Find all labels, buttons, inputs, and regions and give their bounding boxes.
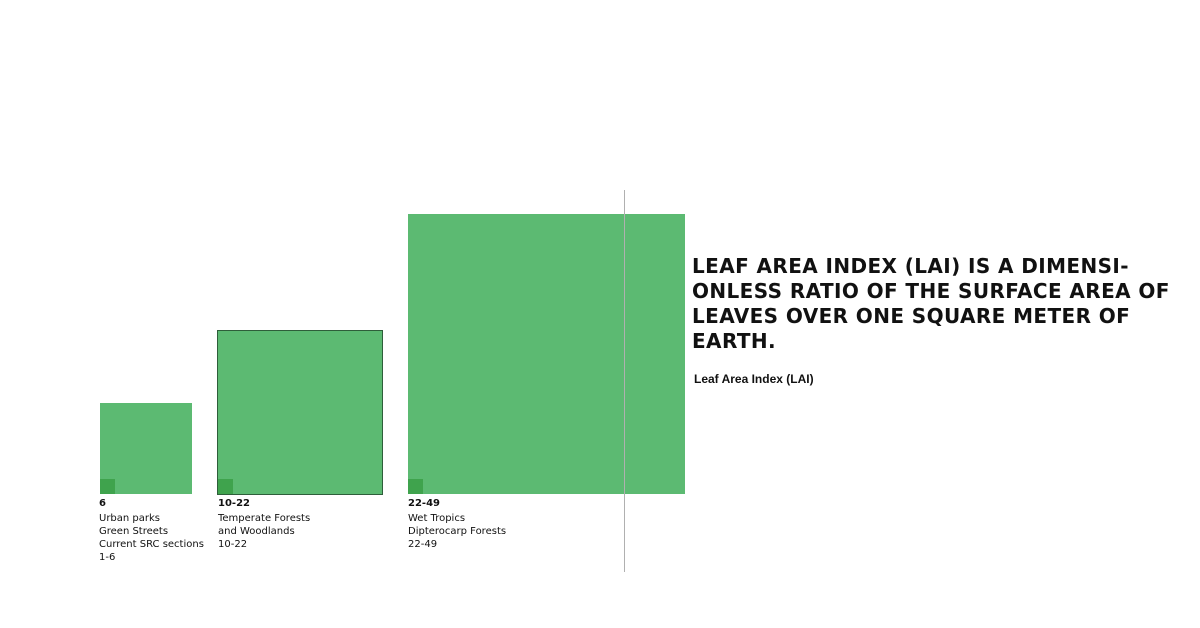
unit-square-marker [408,479,423,494]
caption-line: 22-49 [408,539,438,550]
divider-line [624,190,625,572]
caption-line: Dipterocarp Forests [408,526,507,537]
caption-temperate-forests: 10-22 Temperate Forests and Woodlands 10… [218,497,310,551]
lai-square-urban-parks [100,403,192,494]
caption-line: 10-22 [218,539,248,550]
caption-urban-parks: 6 Urban parks Green Streets Current SRC … [99,497,204,564]
caption-value: 10-22 [218,498,250,509]
caption-value: 6 [99,498,106,509]
lai-square-wet-tropics [408,214,685,494]
caption-value: 22-49 [408,498,440,509]
caption-line: Urban parks [99,513,161,524]
caption-line: 1-6 [99,552,116,563]
caption-wet-tropics: 22-49 Wet Tropics Dipterocarp Forests 22… [408,497,506,551]
caption-line: Current SRC sections [99,539,204,550]
caption-line: Green Streets [99,526,169,537]
caption-line: Wet Tropics [408,513,466,524]
caption-line: and Woodlands [218,526,295,537]
caption-line: Temperate Forests [218,513,311,524]
unit-square-marker [100,479,115,494]
subtitle: Leaf Area Index (LAI) [694,372,814,386]
unit-square-marker [218,479,233,494]
headline: Leaf Area Index (LAI) is a dimensi- onle… [692,254,1170,353]
lai-square-temperate-forests [218,331,382,494]
